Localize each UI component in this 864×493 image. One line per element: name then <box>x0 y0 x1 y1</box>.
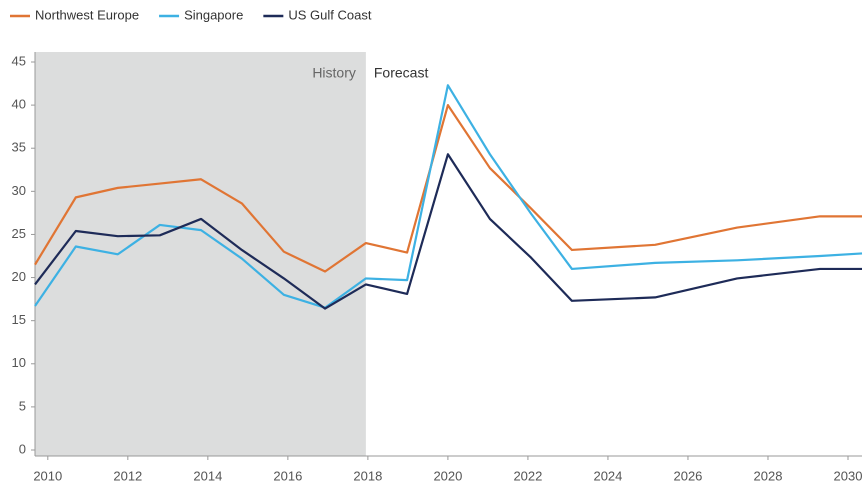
series-line <box>34 153 862 310</box>
x-tick-label: 2016 <box>273 468 302 483</box>
x-tick-label: 2030 <box>834 468 863 483</box>
x-tick-label: 2022 <box>513 468 542 483</box>
series-line <box>34 84 863 309</box>
series-line <box>34 104 862 273</box>
y-tick-label: 35 <box>12 140 26 155</box>
y-tick-label: 45 <box>12 53 26 68</box>
x-tick-label: 2024 <box>593 468 622 483</box>
y-tick-label: 15 <box>12 312 26 327</box>
x-tick-label: 2010 <box>33 468 62 483</box>
y-tick-label: 5 <box>19 398 26 413</box>
y-tick-label: 10 <box>12 355 26 370</box>
annotation: Forecast <box>374 65 429 81</box>
y-tick-label: 20 <box>12 269 26 284</box>
x-tick-label: 2028 <box>754 468 783 483</box>
x-tick-label: 2014 <box>193 468 222 483</box>
legend-label: Singapore <box>184 7 243 22</box>
x-tick-label: 2020 <box>433 468 462 483</box>
legend-label: US Gulf Coast <box>288 7 371 22</box>
y-tick-label: 0 <box>19 441 26 456</box>
annotation: History <box>312 65 356 81</box>
y-tick-label: 25 <box>12 226 26 241</box>
x-tick-label: 2018 <box>353 468 382 483</box>
history-region <box>35 52 366 456</box>
y-tick-label: 40 <box>12 97 26 112</box>
y-tick-label: 30 <box>12 183 26 198</box>
legend-label: Northwest Europe <box>35 7 139 22</box>
x-tick-label: 2012 <box>113 468 142 483</box>
x-tick-label: 2026 <box>673 468 702 483</box>
